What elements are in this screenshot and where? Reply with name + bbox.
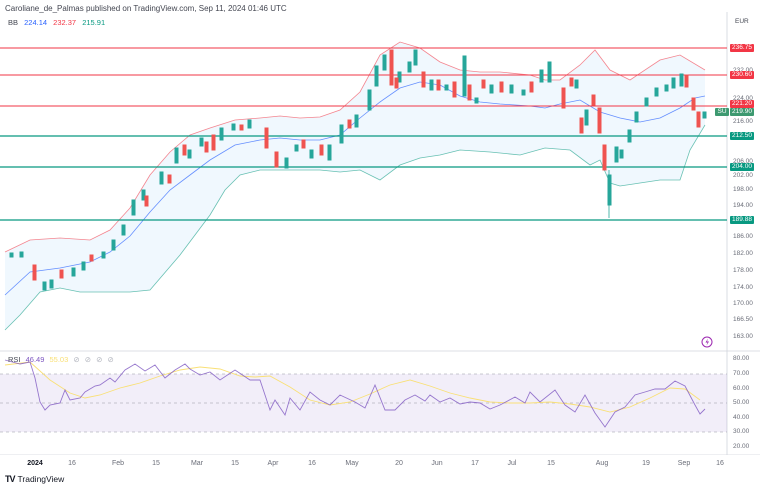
rsi-tick: 40.00 [733, 414, 750, 421]
time-label: Aug [595, 460, 609, 467]
price-tag-230: 230.60 [730, 71, 754, 79]
bb-basis-value: 224.14 [24, 18, 48, 27]
rsi-value: 46.49 [25, 355, 45, 364]
price-tick: 194.00 [733, 202, 753, 209]
bb-label: BB [8, 18, 19, 27]
delete-icon[interactable]: ⊘ [96, 355, 103, 364]
time-label: Feb [111, 460, 125, 467]
tradingview-brand: TradingView [17, 474, 65, 484]
tradingview-footer[interactable]: TV TradingView [5, 474, 64, 484]
time-label: Sep [677, 460, 691, 467]
price-tick: 166.50 [733, 316, 753, 323]
lightning-icon[interactable] [701, 336, 713, 348]
rsi-tick: 80.00 [733, 355, 750, 362]
rsi-tick: 70.00 [733, 370, 750, 377]
price-tag-204: 204.00 [730, 163, 754, 171]
rsi-tick: 30.00 [733, 428, 750, 435]
rsi-tick: 50.00 [733, 399, 750, 406]
time-label: 17 [471, 460, 479, 467]
rsi-tick: 20.00 [733, 443, 750, 450]
price-tick: 174.00 [733, 284, 753, 291]
time-label: 15 [231, 460, 239, 467]
su-tag: SU [715, 108, 729, 116]
price-tag-221: 221.20 [730, 100, 754, 108]
time-label: 16 [68, 460, 76, 467]
time-label: May [345, 460, 359, 467]
time-label: 16 [308, 460, 316, 467]
time-label: Mar [190, 460, 204, 467]
price-tick: 198.00 [733, 186, 753, 193]
price-tick: 232.00 [733, 67, 753, 74]
price-tick: 216.00 [733, 118, 753, 125]
price-tick: 202.00 [733, 172, 753, 179]
time-label: 20 [395, 460, 403, 467]
rsi-ma-value: 55.03 [49, 355, 69, 364]
price-tick: 206.00 [733, 158, 753, 165]
time-label: Jun [431, 460, 443, 467]
rsi-tick: 60.00 [733, 385, 750, 392]
currency-label: EUR [735, 18, 749, 25]
time-label: 15 [547, 460, 555, 467]
bb-legend[interactable]: BB 224.14 232.37 215.91 [8, 18, 109, 27]
time-label: 15 [152, 460, 160, 467]
price-tag-236: 236.75 [730, 44, 754, 52]
price-tag-last: 219.90 [730, 108, 754, 116]
rsi-legend[interactable]: RSI 46.49 55.03 ⊘ ⊘ ⊘ ⊘ [8, 355, 117, 364]
rsi-line [4, 359, 706, 428]
bb-upper-value: 232.37 [53, 18, 77, 27]
tradingview-logo-icon: TV [5, 474, 15, 484]
chart-canvas[interactable] [0, 12, 760, 455]
price-tick: 186.00 [733, 233, 753, 240]
price-tag-189: 189.88 [730, 216, 754, 224]
price-tag-212: 212.50 [730, 132, 754, 140]
price-tick: 163.00 [733, 333, 753, 340]
time-label: Jul [507, 460, 517, 467]
time-label: Apr [267, 460, 279, 467]
time-label: 16 [716, 460, 724, 467]
gear-icon[interactable]: ⊘ [84, 355, 92, 364]
time-label: 2024 [27, 460, 43, 467]
price-tick: 178.00 [733, 267, 753, 274]
price-tick: 182.00 [733, 250, 753, 257]
time-label: 19 [642, 460, 650, 467]
bb-upper-line [4, 41, 706, 253]
published-header: Caroliane_de_Palmas published on Trading… [5, 4, 287, 13]
rsi-ma-line [4, 361, 701, 413]
more-icon[interactable]: ⊘ [107, 355, 114, 364]
bb-fill [5, 42, 705, 330]
bb-lower-value: 215.91 [82, 18, 106, 27]
candles [9, 49, 707, 291]
bb-lower-line [4, 124, 706, 331]
price-tick: 170.00 [733, 300, 753, 307]
eye-icon[interactable]: ⊘ [73, 355, 80, 364]
price-tick: 224.00 [733, 95, 753, 102]
rsi-label: RSI [8, 355, 21, 364]
